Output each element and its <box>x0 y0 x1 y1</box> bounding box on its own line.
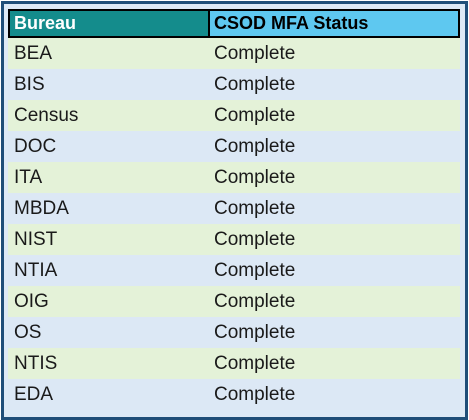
bureau-cell: Census <box>14 104 79 126</box>
status-cell: Complete <box>214 352 296 374</box>
bureau-cell: DOC <box>14 135 57 157</box>
bureau-cell: OIG <box>14 290 49 312</box>
header-csod-mfa-status: CSOD MFA Status <box>210 11 458 36</box>
status-cell: Complete <box>214 42 296 64</box>
header-bureau: Bureau <box>10 11 210 36</box>
table-row: OS Complete <box>8 317 460 348</box>
bureau-cell: NIST <box>14 228 58 250</box>
bureau-status-table: Bureau CSOD MFA Status BEA Complete BIS Com… <box>8 9 460 410</box>
table-row: OIG Complete <box>8 286 460 317</box>
table-row: BEA Complete <box>8 38 460 69</box>
status-cell: Complete <box>214 321 296 343</box>
table-body: BEA Complete BIS Complete Census Complete DOC C… <box>8 38 460 410</box>
table-header-row: Bureau CSOD MFA Status <box>8 9 460 38</box>
table-row: NIST Complete <box>8 224 460 255</box>
bureau-cell: MBDA <box>14 197 69 219</box>
bureau-cell: NTIA <box>14 259 58 281</box>
table-row: NTIS Complete <box>8 348 460 379</box>
status-cell: Complete <box>214 228 296 250</box>
bureau-cell: OS <box>14 321 42 343</box>
table-row: DOC Complete <box>8 131 460 162</box>
status-cell: Complete <box>214 197 296 219</box>
bureau-cell: ITA <box>14 166 43 188</box>
status-cell: Complete <box>214 135 296 157</box>
status-cell: Complete <box>214 166 296 188</box>
table-row: Census Complete <box>8 100 460 131</box>
status-cell: Complete <box>214 73 296 95</box>
table-row: EDA Complete <box>8 379 460 410</box>
status-cell: Complete <box>214 104 296 126</box>
bureau-cell: NTIS <box>14 352 58 374</box>
table-row: NTIA Complete <box>8 255 460 286</box>
table-row: MBDA Complete <box>8 193 460 224</box>
status-cell: Complete <box>214 383 296 405</box>
bureau-cell: EDA <box>14 383 54 405</box>
status-cell: Complete <box>214 259 296 281</box>
bureau-cell: BIS <box>14 73 45 95</box>
table-row: BIS Complete <box>8 69 460 100</box>
bureau-cell: BEA <box>14 42 53 64</box>
table-row: ITA Complete <box>8 162 460 193</box>
status-cell: Complete <box>214 290 296 312</box>
